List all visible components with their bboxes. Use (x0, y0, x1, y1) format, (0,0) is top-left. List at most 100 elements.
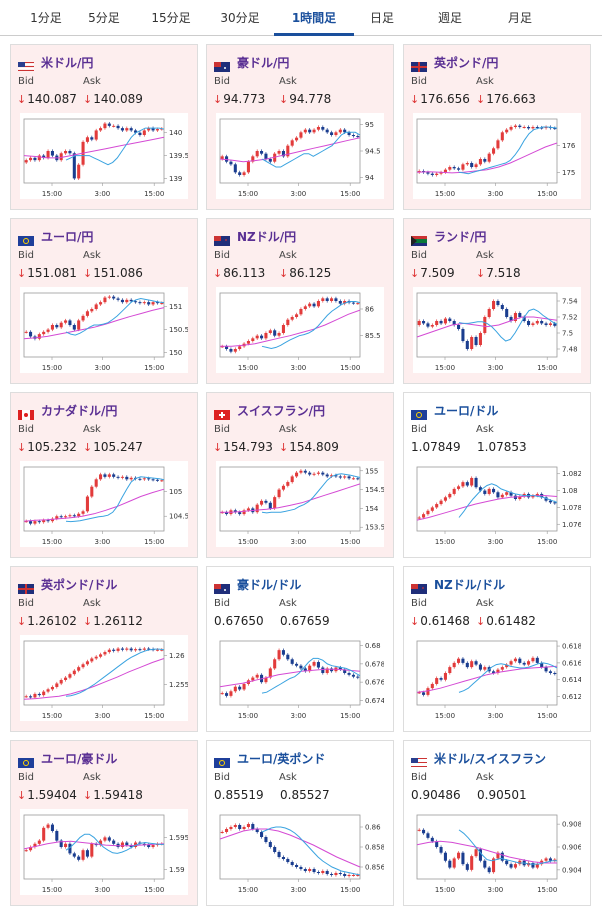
bid-value: ↓1.26102 (17, 614, 77, 628)
rate-card[interactable]: 英ポンド/円 Bid Ask ↓176.656 ↓176.663 176 175 15:00 3… (403, 44, 591, 210)
candle-body (286, 482, 290, 486)
tab-5min[interactable]: 5分足 (88, 11, 120, 25)
candle-body (535, 864, 539, 868)
candle-body (509, 492, 513, 496)
rate-card[interactable]: 豪ドル/円 Bid Ask ↓94.773 ↓94.778 95 94.5 94 15:00 3:… (206, 44, 394, 210)
ch-flag-icon (214, 405, 230, 420)
rate-card[interactable]: NZドル/円 Bid Ask ↓86.113 ↓86.125 86 85.5 15:00 3:0… (206, 218, 394, 384)
ask-label: Ask (279, 76, 297, 87)
candlestick-chart[interactable]: 0.86 0.858 0.856 15:00 3:00 15:00 (216, 809, 384, 895)
chart-svg: 105 104.5 15:00 3:00 15:00 (23, 466, 188, 546)
bid-down-arrow-icon: ↓ (17, 441, 27, 454)
candlestick-chart[interactable]: 176 175 15:00 3:00 15:00 (413, 113, 581, 199)
tab-weekly[interactable]: 週足 (437, 11, 462, 25)
chart-svg: 0.68 0.678 0.676 0.674 15:00 3:00 15:00 (219, 640, 384, 720)
rate-card[interactable]: 豪ドル/ドル Bid Ask 0.67650 0.67659 0.68 0.678 0.676… (206, 566, 394, 732)
candle-body (64, 843, 68, 847)
candle-body (439, 172, 443, 174)
rate-card[interactable]: 米ドル/円 Bid Ask ↓140.087 ↓140.089 140 139.5 139 15… (10, 44, 198, 210)
candle-body (422, 692, 426, 695)
candlestick-chart[interactable]: 151 150.5 150 15:00 3:00 15:00 (20, 287, 188, 373)
candle-body (33, 693, 37, 698)
chart-svg: 1.082 1.08 1.078 1.076 15:00 3:00 15:00 (416, 466, 581, 546)
rate-card[interactable]: カナダドル/円 Bid Ask ↓105.232 ↓105.247 105 104.5 15:… (10, 392, 198, 558)
candlestick-chart[interactable]: 155 154.5 154 153.5 15:00 3:00 15:00 (216, 461, 384, 547)
slow-moving-average-line (23, 307, 165, 340)
candlestick-chart[interactable]: 86 85.5 15:00 3:00 15:00 (216, 287, 384, 373)
candle-body (50, 151, 54, 156)
rate-card[interactable]: ランド/円 Bid Ask ↓7.509 ↓7.518 7.54 7.52 7.5 7.48 15… (403, 218, 591, 384)
candlestick-chart[interactable]: 0.908 0.906 0.904 15:00 3:00 15:00 (413, 809, 581, 895)
x-tick-label: 15:00 (42, 190, 62, 198)
tab-daily[interactable]: 日足 (369, 11, 394, 25)
slow-moving-average-line (416, 840, 557, 864)
candle-body (246, 508, 250, 511)
candlestick-chart[interactable]: 95 94.5 94 15:00 3:00 15:00 (216, 113, 384, 199)
candle-body (125, 648, 129, 650)
bid-label: Bid (214, 250, 230, 261)
card-header: ランド/円 (411, 228, 486, 246)
tab-monthly[interactable]: 月足 (507, 11, 532, 25)
ask-price: 0.85527 (280, 788, 330, 802)
rate-card[interactable]: NZドル/ドル Bid Ask ↓0.61468 ↓0.61482 0.618 0.616 0… (403, 566, 591, 732)
rate-card[interactable]: 英ポンド/ドル Bid Ask ↓1.26102 ↓1.26112 1.26 1.255 15… (10, 566, 198, 732)
rate-card[interactable]: ユーロ/円 Bid Ask ↓151.081 ↓151.086 151 150.5 150 15… (10, 218, 198, 384)
card-header: ユーロ/ドル (411, 402, 498, 420)
ask-value: 0.90501 (476, 788, 527, 802)
candle-body (268, 502, 272, 509)
candle-body (264, 333, 268, 339)
candle-body (103, 123, 107, 129)
candlestick-chart[interactable]: 0.68 0.678 0.676 0.674 15:00 3:00 15:00 (216, 635, 384, 721)
tab-30min[interactable]: 30分足 (220, 11, 260, 25)
candle-body (29, 847, 33, 851)
candle-body (107, 296, 111, 298)
candle-body (509, 317, 513, 321)
y-tick-label: 7.52 (562, 314, 578, 322)
ask-label: Ask (83, 250, 101, 261)
candle-body (286, 859, 290, 862)
candle-body (46, 520, 50, 522)
x-tick-label: 3:00 (488, 538, 504, 546)
candle-body (55, 831, 59, 841)
candlestick-chart[interactable]: 1.595 1.59 15:00 3:00 15:00 (20, 809, 188, 895)
candle-body (321, 127, 325, 130)
tab-1hour[interactable]: 1時間足 (274, 0, 354, 36)
rate-card[interactable]: 米ドル/スイスフラン Bid Ask 0.90486 0.90501 0.908 0.906… (403, 740, 591, 906)
candle-body (24, 160, 28, 163)
candlestick-chart[interactable]: 1.082 1.08 1.078 1.076 15:00 3:00 15:00 (413, 461, 581, 547)
candlestick-chart[interactable]: 0.618 0.616 0.614 0.612 15:00 3:00 15:00 (413, 635, 581, 721)
x-tick-label: 3:00 (95, 538, 111, 546)
slow-moving-average-line (23, 658, 165, 700)
tab-1min[interactable]: 1分足 (30, 11, 62, 25)
candle-body (64, 516, 68, 518)
rate-card[interactable]: スイスフラン/円 Bid Ask ↓154.793 ↓154.809 155 154.5 15… (206, 392, 394, 558)
candle-body (277, 151, 281, 154)
candle-body (94, 304, 98, 309)
x-tick-label: 15:00 (340, 712, 360, 720)
candle-body (55, 325, 59, 328)
candlestick-chart[interactable]: 140 139.5 139 15:00 3:00 15:00 (20, 113, 188, 199)
candle-body (251, 677, 255, 681)
candlestick-chart[interactable]: 7.54 7.52 7.5 7.48 15:00 3:00 15:00 (413, 287, 581, 373)
rate-card[interactable]: ユーロ/ドル Bid Ask 1.07849 1.07853 1.082 1.08 1.078… (403, 392, 591, 558)
candle-body (548, 671, 552, 673)
candle-body (461, 329, 465, 341)
candlestick-chart[interactable]: 105 104.5 15:00 3:00 15:00 (20, 461, 188, 547)
candle-body (246, 824, 250, 827)
candle-body (338, 301, 342, 304)
candlestick-chart[interactable]: 1.26 1.255 15:00 3:00 15:00 (20, 635, 188, 721)
candle-body (308, 472, 312, 475)
candle-body (103, 297, 107, 303)
candle-body (151, 479, 155, 481)
x-tick-label: 15:00 (238, 712, 258, 720)
rate-card[interactable]: ユーロ/英ポンド Bid Ask 0.85519 0.85527 0.86 0.858 0.8… (206, 740, 394, 906)
ask-price: 1.07853 (477, 440, 527, 454)
y-tick-label: 0.616 (562, 659, 581, 667)
tab-15min[interactable]: 15分足 (151, 11, 191, 25)
fast-moving-average-line (458, 662, 558, 693)
ask-price: 0.90501 (477, 788, 527, 802)
ask-label: Ask (476, 424, 494, 435)
rate-card[interactable]: ユーロ/豪ドル Bid Ask ↓1.59404 ↓1.59418 1.595 1.59 15… (10, 740, 198, 906)
candle-body (435, 173, 439, 175)
y-tick-label: 139.5 (169, 152, 188, 160)
